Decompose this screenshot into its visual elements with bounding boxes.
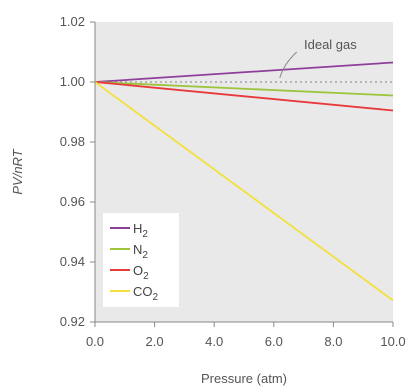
legend-label-n2: N2 [133,242,148,261]
legend-label-o2: O2 [133,263,149,282]
legend-label-text: O [133,263,143,278]
x-tick-label: 6.0 [265,334,283,349]
legend-label-text: CO [133,284,153,299]
legend-label-co2: CO2 [133,284,159,303]
y-tick-label: 0.96 [60,194,85,209]
series-line-co2 [94,81,394,302]
legend-label-subscript: 2 [153,292,159,303]
x-axis-title: Pressure (atm) [201,371,287,386]
legend-label-subscript: 2 [142,250,148,261]
x-tick-label: 2.0 [146,334,164,349]
x-tick-label: 4.0 [205,334,223,349]
legend-label-subscript: 2 [143,271,149,282]
y-tick-label: 0.98 [60,134,85,149]
annotation-label: Ideal gas [304,37,357,52]
legend-label-text: H [133,221,142,236]
legend-label-text: N [133,242,142,257]
y-axis-title: PV/nRT [10,148,25,194]
x-tick-label: 0.0 [86,334,104,349]
y-axis-ticks: 0.92 0.94 0.96 0.98 1.00 1.02 [60,14,95,329]
annotation-leader-line [279,51,298,79]
ideal-gas-annotation: Ideal gas [279,37,357,79]
series-line-h2 [94,61,394,83]
x-tick-label: 10.0 [380,334,405,349]
legend-label-subscript: 2 [142,229,148,240]
series-line-o2 [94,81,394,112]
y-tick-label: 0.94 [60,254,85,269]
legend-label-h2: H2 [133,221,148,240]
series-line-n2 [94,81,394,97]
y-tick-label: 1.00 [60,74,85,89]
series-layer [94,61,394,302]
y-tick-label: 1.02 [60,14,85,29]
y-tick-label: 0.92 [60,314,85,329]
x-tick-label: 8.0 [324,334,342,349]
x-axis-ticks: 0.0 2.0 4.0 6.0 8.0 10.0 [86,322,406,349]
